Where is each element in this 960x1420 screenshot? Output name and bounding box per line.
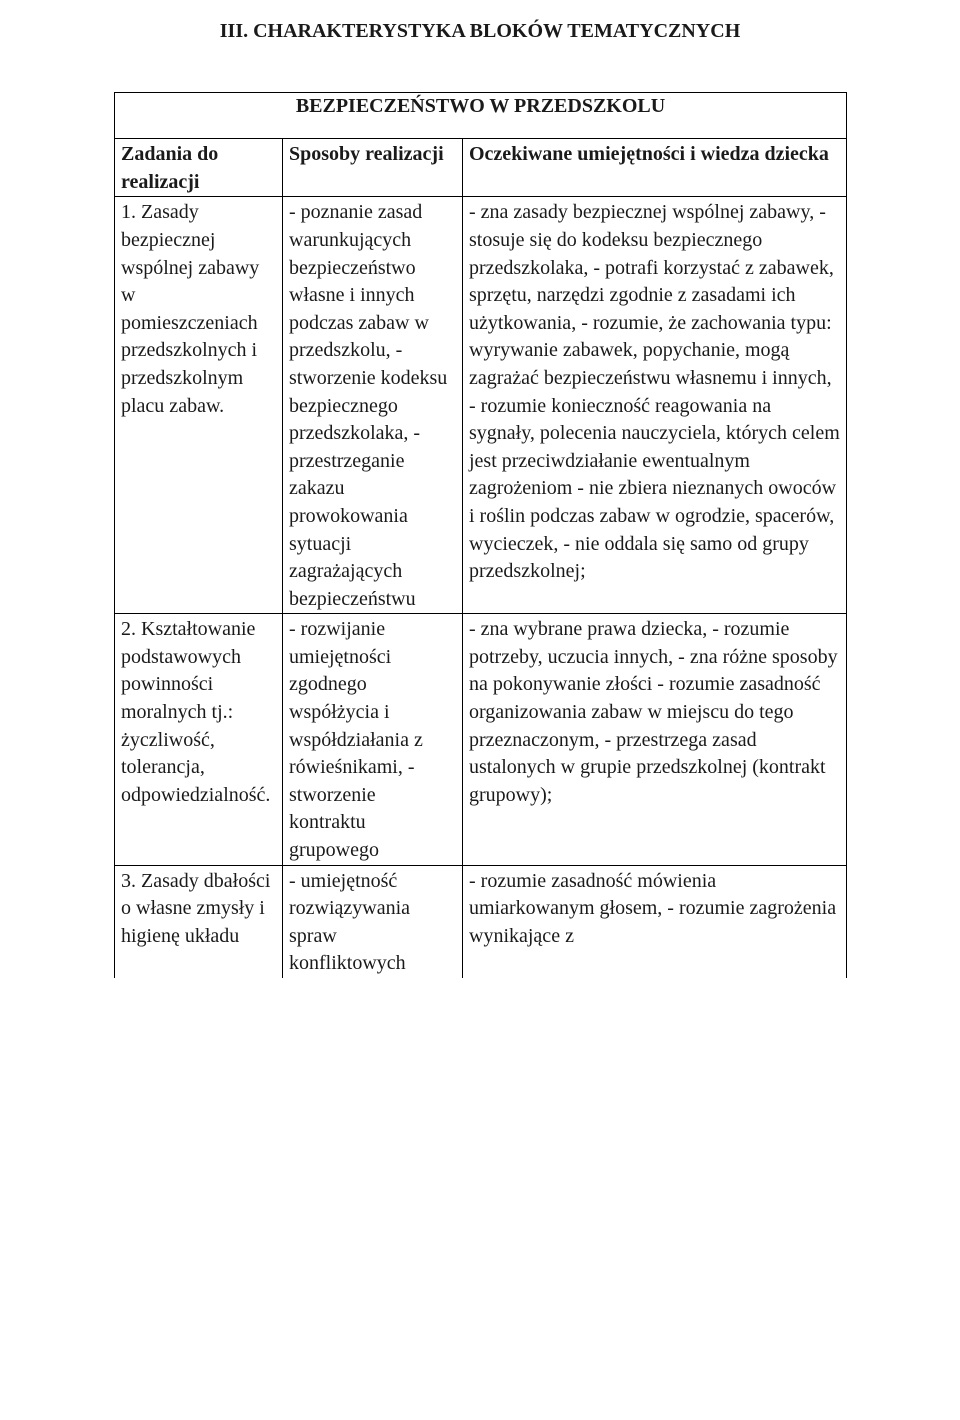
table-row: 1. Zasady bezpiecznej wspólnej zabawy w … <box>115 197 847 614</box>
cell-zadania: 3. Zasady dbałości o własne zmysły i hig… <box>115 865 283 978</box>
cell-zadania: 1. Zasady bezpiecznej wspólnej zabawy w … <box>115 197 283 614</box>
page-heading: III. CHARAKTERYSTYKA BLOKÓW TEMATYCZNYCH <box>114 18 846 46</box>
cell-oczekiwane: - zna zasady bezpiecznej wspólnej zabawy… <box>463 197 847 614</box>
header-oczekiwane: Oczekiwane umiejętności i wiedza dziecka <box>463 139 847 197</box>
table-row: 2. Kształtowanie podstawowych powinności… <box>115 614 847 865</box>
cell-sposoby: - umiejętność rozwiązywania spraw konfli… <box>283 865 463 978</box>
cell-oczekiwane: - zna wybrane prawa dziecka, - rozumie p… <box>463 614 847 865</box>
table-row: 3. Zasady dbałości o własne zmysły i hig… <box>115 865 847 978</box>
header-sposoby: Sposoby realizacji <box>283 139 463 197</box>
table-header-row: Zadania do realizacji Sposoby realizacji… <box>115 139 847 197</box>
cell-sposoby: - rozwijanie umiejętności zgodnego współ… <box>283 614 463 865</box>
header-zadania: Zadania do realizacji <box>115 139 283 197</box>
cell-zadania: 2. Kształtowanie podstawowych powinności… <box>115 614 283 865</box>
content-table: BEZPIECZEŃSTWO W PRZEDSZKOLU Zadania do … <box>114 92 847 978</box>
section-subheading: BEZPIECZEŃSTWO W PRZEDSZKOLU <box>115 92 847 139</box>
cell-oczekiwane: - rozumie zasadność mówienia umiarkowany… <box>463 865 847 978</box>
cell-sposoby: - poznanie zasad warunkujących bezpiecze… <box>283 197 463 614</box>
